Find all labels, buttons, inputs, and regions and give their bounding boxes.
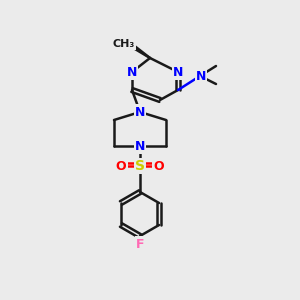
Text: N: N [127, 65, 137, 79]
Text: F: F [136, 238, 144, 250]
Text: N: N [135, 106, 145, 118]
Text: N: N [196, 70, 206, 83]
Text: O: O [116, 160, 126, 172]
Text: N: N [135, 140, 145, 152]
Text: CH₃: CH₃ [113, 39, 135, 49]
Text: O: O [154, 160, 164, 172]
Text: S: S [135, 159, 145, 173]
Text: N: N [173, 65, 183, 79]
